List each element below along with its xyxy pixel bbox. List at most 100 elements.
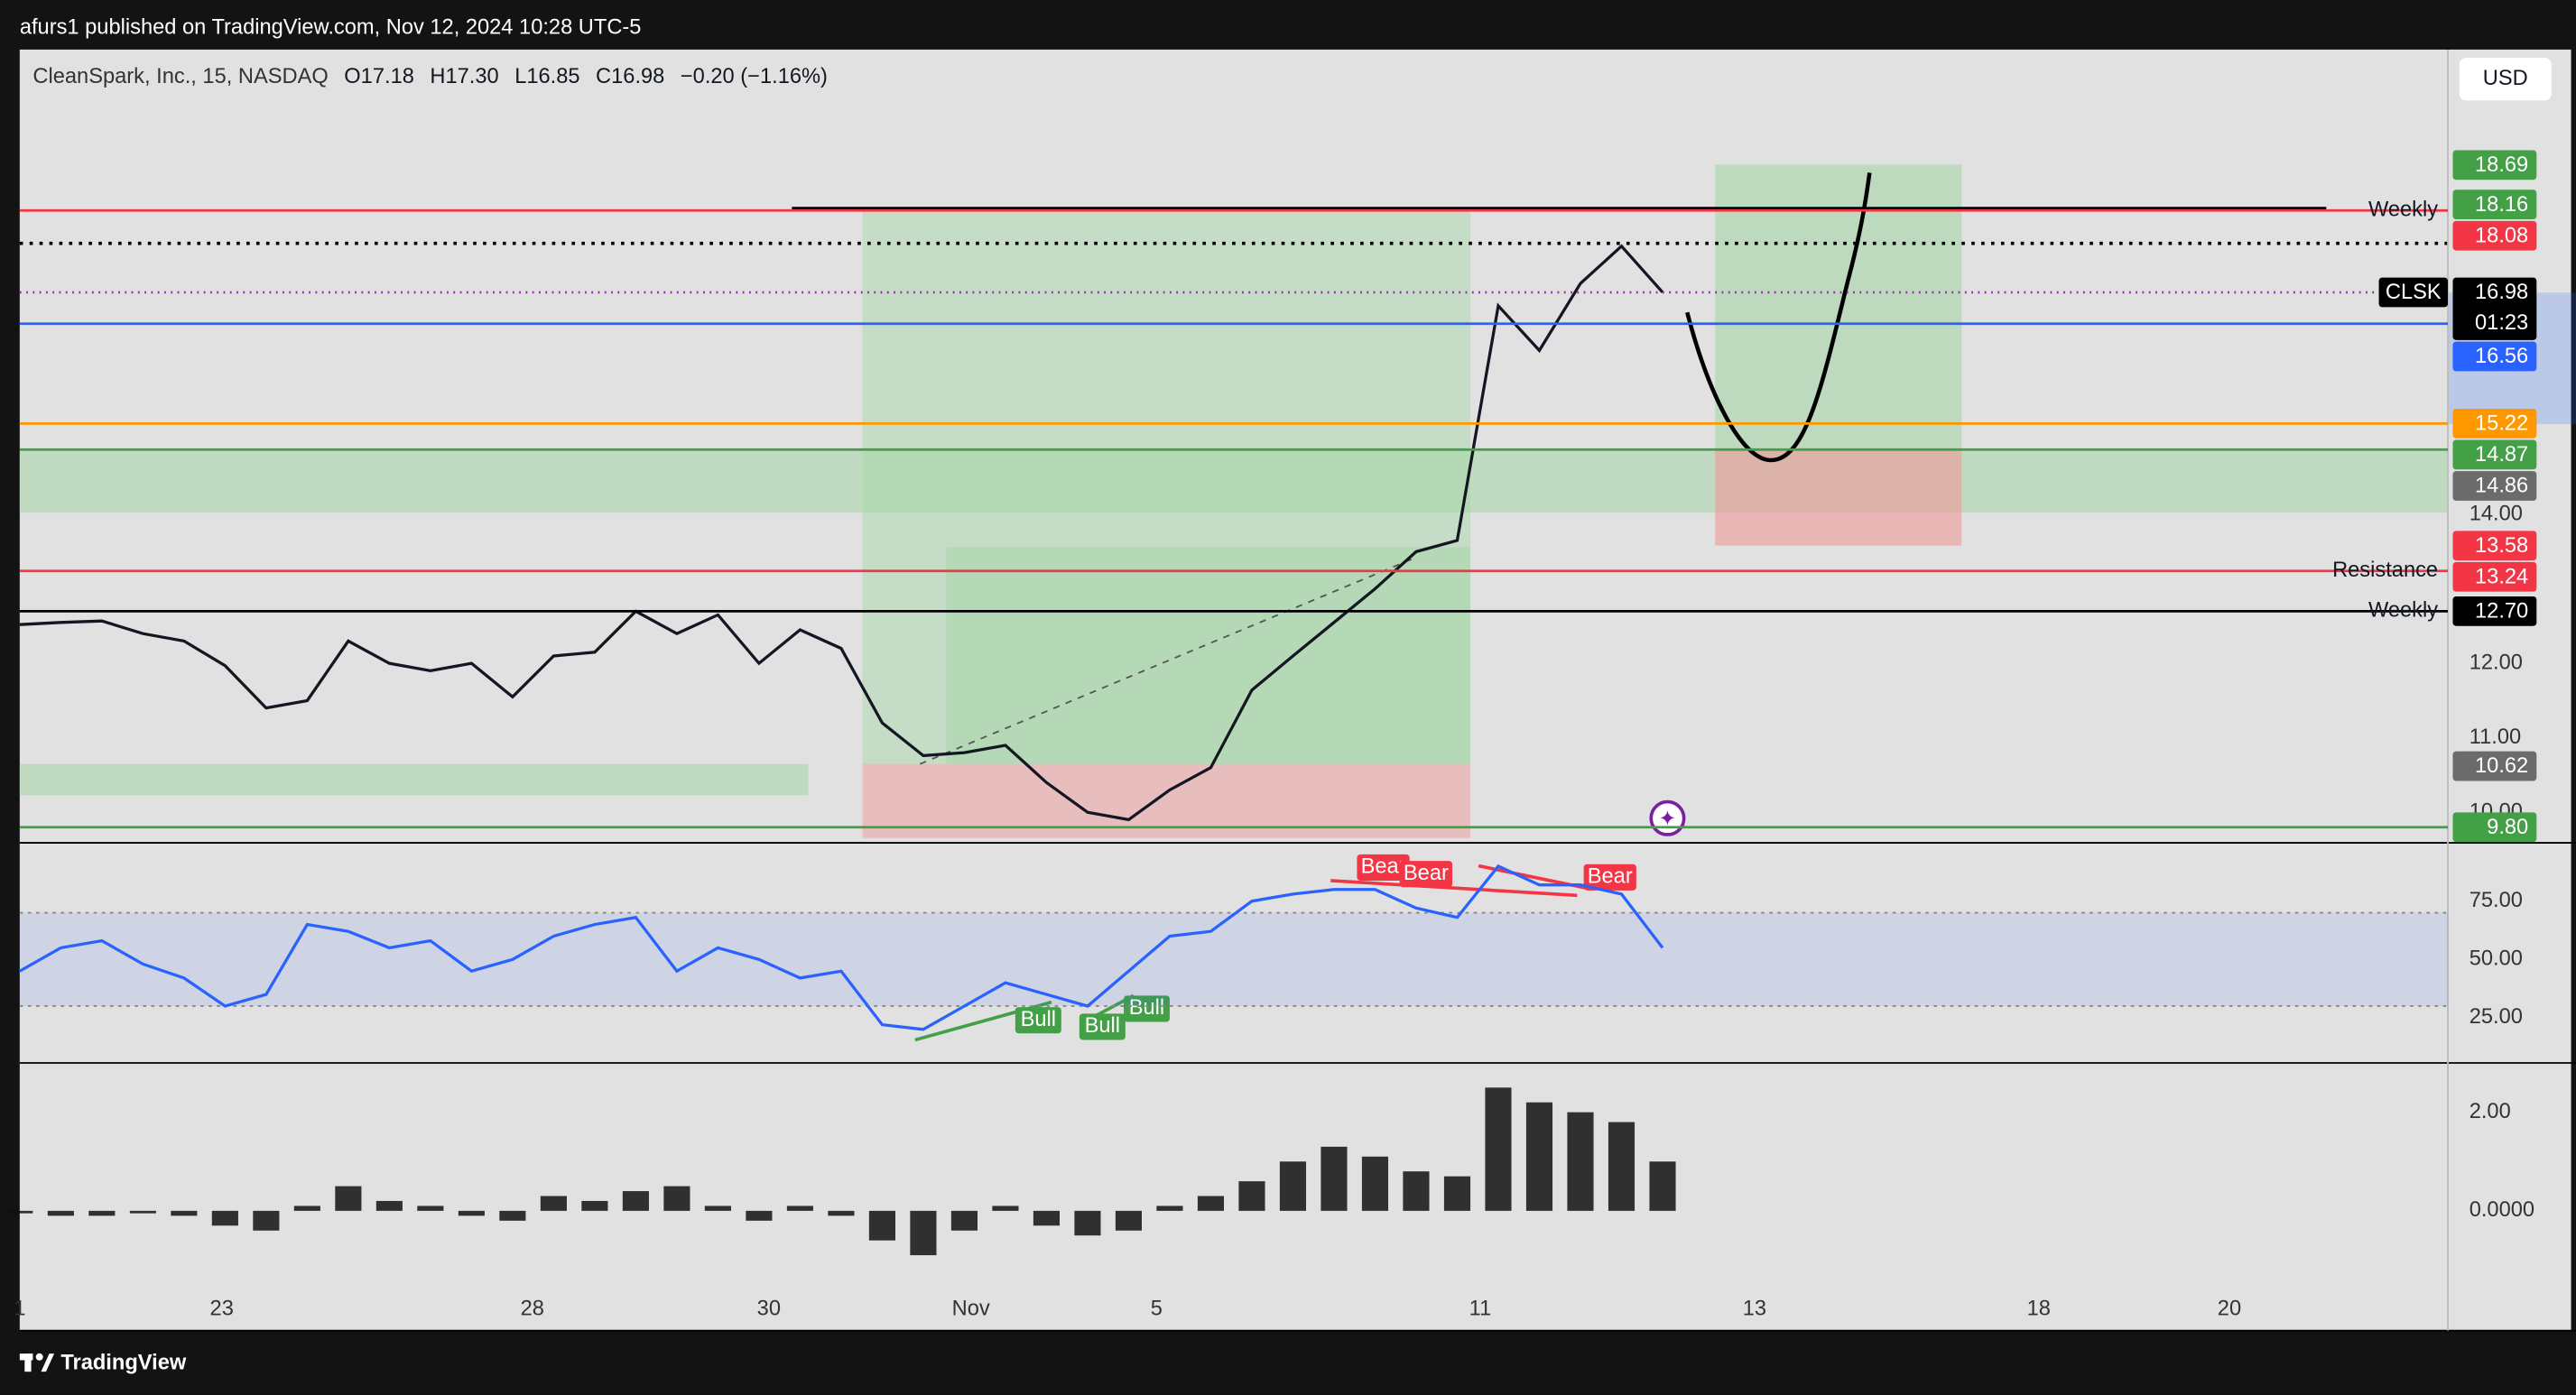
histogram-bar [171,1210,198,1216]
histogram-bar [88,1210,116,1216]
price-tag-label: 9.80 [2487,816,2528,839]
y-tick-label: 25.00 [2469,1005,2523,1029]
histogram-bar [786,1206,813,1211]
histogram-bar [868,1210,895,1241]
bull-tag [1079,1013,1126,1040]
y-tick-label: 50.00 [2469,947,2523,971]
histogram-bar [335,1186,362,1211]
y-tick-label: 12.00 [2469,651,2523,674]
y-tick-label: 11.00 [2469,725,2521,749]
histogram-bar [417,1206,444,1211]
bull-label: Bull [1085,1014,1120,1038]
histogram-bar [6,1210,33,1214]
price-tag [2452,751,2537,781]
brand: TradingView [60,1351,187,1374]
price-tag [2452,471,2537,501]
legend-row: CleanSpark, Inc., 15, NASDAQ O17.18 H17.… [32,65,828,88]
histogram-bar [540,1196,567,1211]
price-tag-label: 16.98 [2475,281,2528,304]
histogram-bar [1361,1156,1389,1211]
assistant-glyph[interactable]: ✦ [1659,808,1677,831]
low: L16.85 [514,65,579,88]
histogram-bar [950,1210,978,1231]
publisher: afurs1 published on TradingView.com, Nov… [20,16,642,40]
histogram-bar [910,1210,937,1256]
histogram-bar [1608,1122,1635,1211]
histogram-bar [1485,1087,1512,1211]
x-tick-label: 18 [2027,1297,2051,1320]
histogram-bar [211,1210,238,1226]
change: −0.20 (−1.16%) [681,65,828,88]
bear-label: Bear [1588,865,1633,889]
price-tag [2452,189,2537,220]
bull-label: Bull [1129,996,1164,1020]
bear-tag [1357,854,1410,881]
histogram-bar [129,1210,156,1214]
histogram-bar [1279,1161,1307,1211]
histogram-bar [253,1210,280,1231]
high: H17.30 [430,65,498,88]
price-line [19,244,1664,822]
currency-button[interactable] [2459,58,2552,101]
x-tick-label: 28 [521,1297,544,1320]
histogram-bar [746,1210,773,1221]
y-tick-label: 2.00 [2469,1100,2511,1123]
price-tag [2452,150,2537,180]
histogram-bar [499,1210,526,1221]
x-tick-label: 20 [2218,1297,2241,1320]
histogram-bar [293,1206,320,1211]
currency[interactable]: USD [2483,67,2528,90]
bear-label: Bear [1361,855,1406,879]
x-tick-label: 11 [1469,1297,1492,1320]
price-tag-label: 18.69 [2475,153,2528,177]
level-text: Resistance [2332,559,2438,582]
histogram-bar [581,1200,608,1211]
ticker: CLSK [2386,281,2442,304]
histogram-bar [1156,1206,1183,1211]
price-tag-label: 10.62 [2475,754,2528,778]
price-tag-label: 16.56 [2475,345,2528,368]
y-tick-label: 75.00 [2469,889,2523,912]
histogram-bar [1115,1210,1143,1231]
histogram-bar [1403,1171,1430,1211]
histogram-bar [992,1206,1019,1211]
price-tag [2452,596,2537,626]
price-tag-label: 14.86 [2475,475,2528,498]
histogram-bar [1649,1161,1676,1211]
histogram-bar [1320,1146,1348,1211]
histogram-bar [1074,1210,1101,1236]
y-tick-label: 14.00 [2469,502,2523,525]
x-tick-label: 30 [757,1297,781,1320]
price-tag-label: 18.16 [2475,193,2528,217]
bear-tag [1399,861,1453,888]
rsi-band [19,912,2449,1006]
close: C16.98 [596,65,664,88]
bear-labels: Bear Bear Bear [1357,854,1636,891]
bear-label: Bear [1404,862,1449,885]
projection-curve [1685,172,1872,463]
price-tag-label: 12.70 [2475,600,2528,624]
histogram-bar [704,1206,731,1211]
x-tick-label: 5 [1151,1297,1163,1320]
histogram-bar [1443,1176,1471,1211]
projection-target [1715,164,1962,451]
level-text: Weekly [2368,199,2438,222]
price-tag [2452,812,2537,843]
y-tick-label: 0.0000 [2469,1198,2534,1222]
x-tick-label: Nov [952,1297,990,1320]
long-position-target [946,547,1471,764]
rsi-line [19,864,1664,1031]
bull-label: Bull [1021,1008,1056,1031]
logo-part [24,1353,32,1372]
symbol: CleanSpark, Inc., 15, NASDAQ [32,65,328,88]
legend: CleanSpark, Inc., 15, NASDAQ O17.18 H17.… [32,65,828,88]
bull-tag [1123,995,1170,1022]
price-tag [2452,277,2537,340]
level-text: Weekly [2368,599,2438,623]
long-position-stop [862,763,1471,838]
bear-divergence [1330,879,1578,898]
histogram-bar [1567,1112,1594,1211]
footer: TradingView [19,1351,187,1374]
price-tag-label: 13.24 [2475,565,2528,588]
